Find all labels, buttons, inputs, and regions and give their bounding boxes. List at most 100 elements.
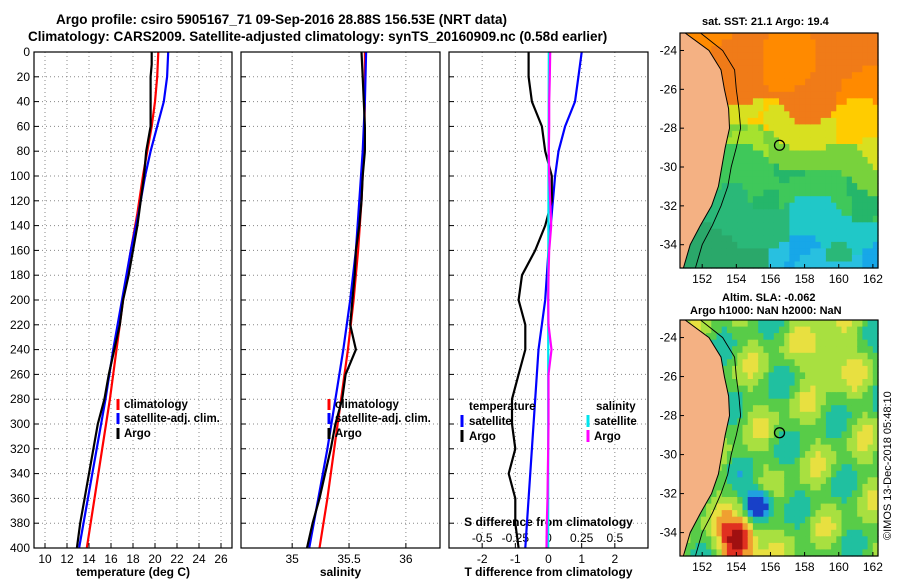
- map-cell: [799, 392, 806, 400]
- map-cell: [789, 424, 796, 433]
- map-cell: [784, 130, 790, 138]
- map-cell: [851, 510, 858, 518]
- map-cell: [851, 52, 858, 60]
- map-cell: [810, 228, 817, 236]
- map-cell: [716, 483, 723, 492]
- map-cell: [752, 529, 759, 537]
- map-cell: [716, 33, 723, 41]
- map-cell: [732, 549, 738, 557]
- map-cell: [872, 130, 879, 138]
- map-cell: [758, 333, 764, 341]
- map-cell: [872, 529, 879, 537]
- sla-map-title: Altim. SLA: -0.062: [722, 292, 816, 304]
- map-cell: [737, 346, 744, 354]
- map-cell: [726, 523, 733, 531]
- map-cell: [836, 111, 843, 119]
- map-cell: [815, 326, 822, 334]
- map-cell: [721, 150, 728, 158]
- map-cell: [810, 170, 817, 178]
- map-cell: [815, 98, 822, 106]
- map-cell: [799, 124, 806, 132]
- x-tick-label: 36: [399, 552, 413, 566]
- map-cell: [831, 261, 837, 269]
- map-cell: [836, 144, 843, 152]
- map-cell: [794, 510, 801, 518]
- y-tick-label: 220: [10, 318, 30, 332]
- map-cell: [867, 33, 874, 41]
- map-cell: [799, 365, 806, 374]
- y-tick-label: 40: [17, 95, 31, 109]
- map-cell: [726, 52, 733, 60]
- map-cell: [700, 254, 707, 262]
- map-cell: [768, 477, 775, 485]
- map-cell: [841, 59, 848, 67]
- map-cell: [763, 477, 770, 485]
- map-cell: [836, 477, 843, 485]
- map-cell: [773, 405, 780, 413]
- y-tick-label: 140: [10, 219, 30, 233]
- map-cell: [851, 424, 858, 433]
- map-cell: [805, 91, 811, 99]
- map-cell: [867, 529, 874, 537]
- map-cell: [825, 497, 832, 505]
- map-cell: [820, 320, 827, 328]
- map-cell: [815, 379, 822, 387]
- map-cell: [841, 98, 848, 106]
- map-cell: [805, 261, 811, 269]
- map-cell: [706, 497, 712, 505]
- map-cell: [857, 248, 863, 256]
- map-cell: [857, 529, 863, 537]
- map-cell: [831, 209, 837, 217]
- map-cell: [758, 59, 764, 67]
- map-cell: [831, 379, 837, 387]
- map-cell: [742, 33, 749, 41]
- map-cell: [779, 444, 785, 452]
- map-cell: [810, 483, 817, 492]
- map-cell: [794, 516, 801, 524]
- map-cell: [763, 457, 770, 465]
- map-cell: [779, 33, 785, 41]
- map-y-tick-label: -28: [660, 409, 678, 423]
- map-cell: [752, 215, 759, 223]
- map-cell: [846, 52, 853, 60]
- map-cell: [711, 339, 718, 347]
- map-cell: [836, 137, 843, 145]
- map-cell: [784, 124, 790, 132]
- map-cell: [810, 418, 817, 426]
- map-cell: [758, 196, 764, 204]
- map-cell: [851, 503, 858, 511]
- map-cell: [867, 516, 874, 524]
- map-cell: [784, 339, 790, 347]
- map-cell: [836, 183, 843, 191]
- map-cell: [872, 215, 879, 223]
- map-cell: [810, 431, 817, 439]
- map-cell: [721, 503, 728, 511]
- map-cell: [872, 398, 879, 406]
- plot-title-line2: Climatology: CARS2009. Satellite-adjuste…: [28, 29, 608, 44]
- map-cell: [872, 183, 879, 191]
- map-cell: [773, 39, 780, 47]
- map-cell: [862, 497, 869, 505]
- map-cell: [846, 418, 853, 426]
- map-cell: [726, 516, 733, 524]
- map-cell: [768, 431, 775, 439]
- map-cell: [700, 39, 707, 47]
- map-cell: [851, 72, 858, 80]
- map-cell: [825, 78, 832, 86]
- map-cell: [758, 261, 764, 269]
- map-cell: [721, 352, 728, 360]
- x-tick-label: 16: [104, 552, 118, 566]
- map-cell: [831, 464, 837, 472]
- map-cell: [851, 405, 858, 413]
- map-cell: [758, 431, 764, 439]
- map-cell: [763, 85, 770, 93]
- map-cell: [867, 228, 874, 236]
- map-cell: [752, 333, 759, 341]
- map-cell: [872, 33, 879, 41]
- map-cell: [784, 228, 790, 236]
- map-cell: [794, 170, 801, 178]
- map-cell: [794, 424, 801, 433]
- map-cell: [851, 359, 858, 367]
- map-x-tick-label: 152: [692, 560, 712, 574]
